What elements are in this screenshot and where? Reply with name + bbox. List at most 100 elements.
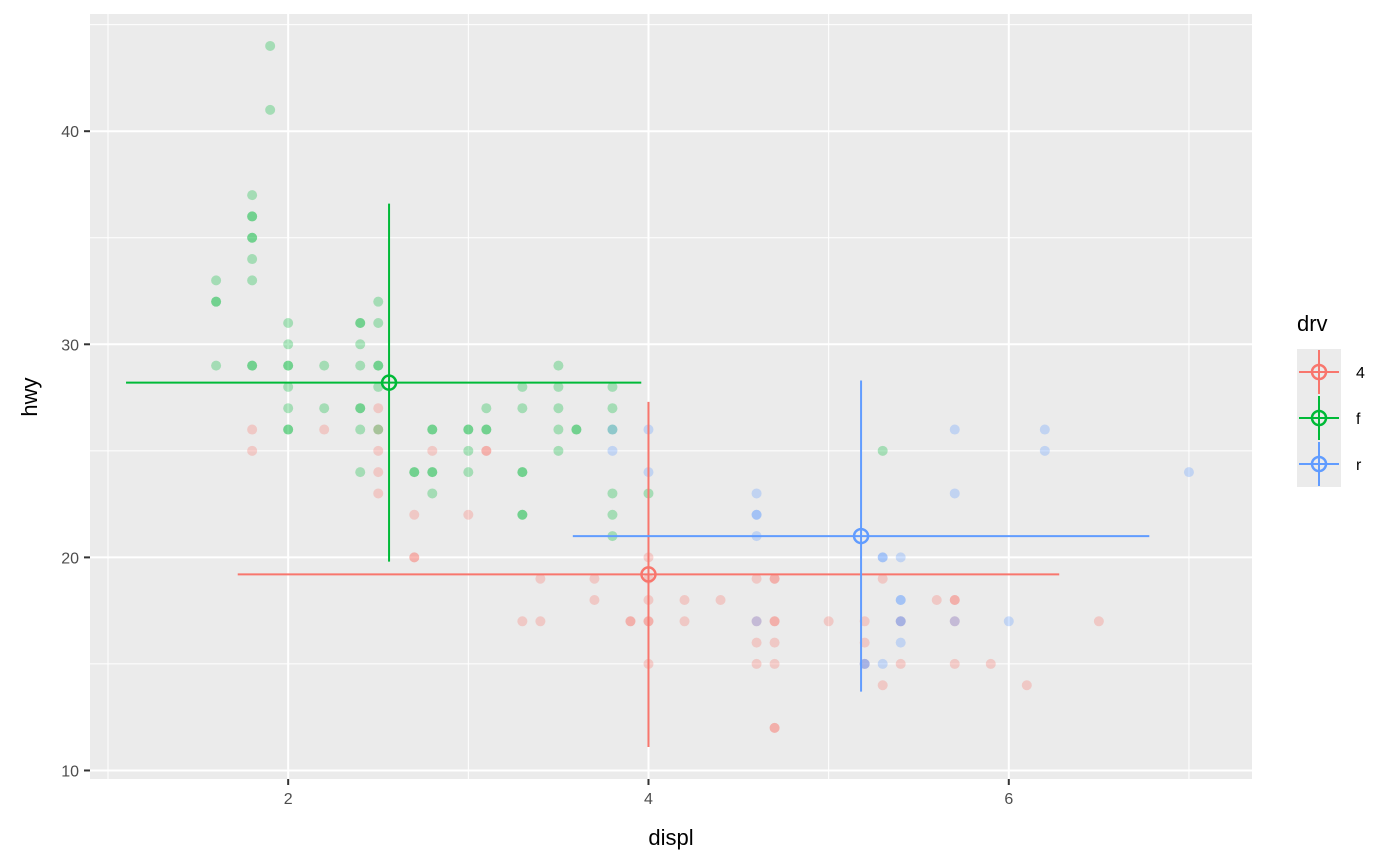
- data-point-4: [751, 658, 762, 669]
- data-point-f: [247, 211, 258, 222]
- data-point-r: [895, 616, 906, 627]
- mean-marker-r: [852, 527, 870, 545]
- data-point-f: [211, 296, 222, 307]
- data-point-4: [895, 658, 906, 669]
- data-point-r: [895, 552, 906, 563]
- data-point-4: [679, 616, 690, 627]
- data-point-f: [553, 360, 564, 371]
- grid-minor-lines: [90, 14, 1252, 779]
- data-point-r: [607, 424, 618, 435]
- data-point-f: [247, 360, 258, 371]
- data-point-4: [1021, 680, 1032, 691]
- data-point-f: [427, 424, 438, 435]
- data-point-f: [211, 275, 222, 286]
- data-point-4: [877, 573, 888, 584]
- data-point-f: [373, 381, 384, 392]
- data-point-r: [895, 595, 906, 606]
- data-point-r: [751, 616, 762, 627]
- data-point-f: [427, 488, 438, 499]
- data-point-f: [877, 445, 888, 456]
- data-point-4: [247, 424, 258, 435]
- data-point-f: [283, 317, 294, 328]
- legend-label-4: 4: [1356, 365, 1365, 382]
- data-point-f: [283, 424, 294, 435]
- data-point-4: [481, 445, 492, 456]
- data-point-f: [283, 381, 294, 392]
- data-point-4: [949, 595, 960, 606]
- data-point-f: [571, 424, 582, 435]
- data-point-f: [373, 296, 384, 307]
- data-point-4: [373, 488, 384, 499]
- data-point-f: [355, 403, 366, 414]
- y-axis-title: hwy: [17, 377, 42, 416]
- data-point-4: [409, 509, 420, 520]
- data-point-4: [625, 616, 636, 627]
- data-point-r: [877, 552, 888, 563]
- data-point-4: [769, 637, 780, 648]
- data-point-4: [823, 616, 834, 627]
- data-point-f: [265, 104, 276, 115]
- data-point-f: [463, 424, 474, 435]
- x-tick-label: 6: [1004, 791, 1013, 808]
- data-point-f: [247, 275, 258, 286]
- data-point-f: [247, 211, 258, 222]
- data-point-f: [517, 509, 528, 520]
- y-tick-label: 30: [61, 337, 79, 354]
- data-point-4: [589, 595, 600, 606]
- data-point-4: [427, 445, 438, 456]
- data-point-f: [247, 232, 258, 243]
- data-point-f: [463, 424, 474, 435]
- data-point-f: [283, 360, 294, 371]
- data-point-f: [607, 488, 618, 499]
- data-point-f: [283, 424, 294, 435]
- data-point-4: [769, 573, 780, 584]
- axes: 2 4 6 10 20 30 40: [61, 124, 1013, 808]
- x-tick-label: 2: [284, 791, 293, 808]
- data-point-f: [517, 509, 528, 520]
- data-point-f: [571, 424, 582, 435]
- data-point-f: [463, 445, 474, 456]
- data-point-f: [553, 381, 564, 392]
- data-point-4: [319, 424, 330, 435]
- data-point-r: [751, 509, 762, 520]
- data-point-r: [895, 637, 906, 648]
- data-point-4: [481, 445, 492, 456]
- data-point-f: [373, 424, 384, 435]
- data-point-4: [877, 680, 888, 691]
- data-point-r: [949, 616, 960, 627]
- data-point-4: [535, 573, 546, 584]
- y-tick-label: 10: [61, 763, 79, 780]
- data-point-f: [517, 403, 528, 414]
- data-point-4: [589, 573, 600, 584]
- data-points: [211, 40, 1194, 733]
- data-point-4: [769, 573, 780, 584]
- data-point-f: [319, 360, 330, 371]
- data-point-r: [1039, 445, 1050, 456]
- data-point-4: [373, 467, 384, 478]
- data-point-4: [625, 616, 636, 627]
- data-point-4: [1093, 616, 1104, 627]
- data-point-4: [751, 637, 762, 648]
- data-point-4: [373, 445, 384, 456]
- data-point-f: [481, 424, 492, 435]
- y-tick-label: 20: [61, 550, 79, 567]
- legend-label-r: r: [1356, 457, 1362, 474]
- data-point-4: [247, 445, 258, 456]
- data-point-4: [895, 616, 906, 627]
- data-point-4: [949, 616, 960, 627]
- data-point-r: [949, 488, 960, 499]
- data-point-4: [715, 595, 726, 606]
- data-point-f: [373, 360, 384, 371]
- data-point-f: [247, 360, 258, 371]
- data-point-r: [751, 509, 762, 520]
- data-point-r: [607, 445, 618, 456]
- data-point-f: [283, 403, 294, 414]
- data-point-f: [373, 360, 384, 371]
- data-point-f: [481, 424, 492, 435]
- data-point-f: [355, 360, 366, 371]
- mean-marker-4: [640, 566, 657, 583]
- data-point-f: [283, 360, 294, 371]
- data-point-4: [409, 552, 420, 563]
- mean-marker-f: [380, 374, 398, 391]
